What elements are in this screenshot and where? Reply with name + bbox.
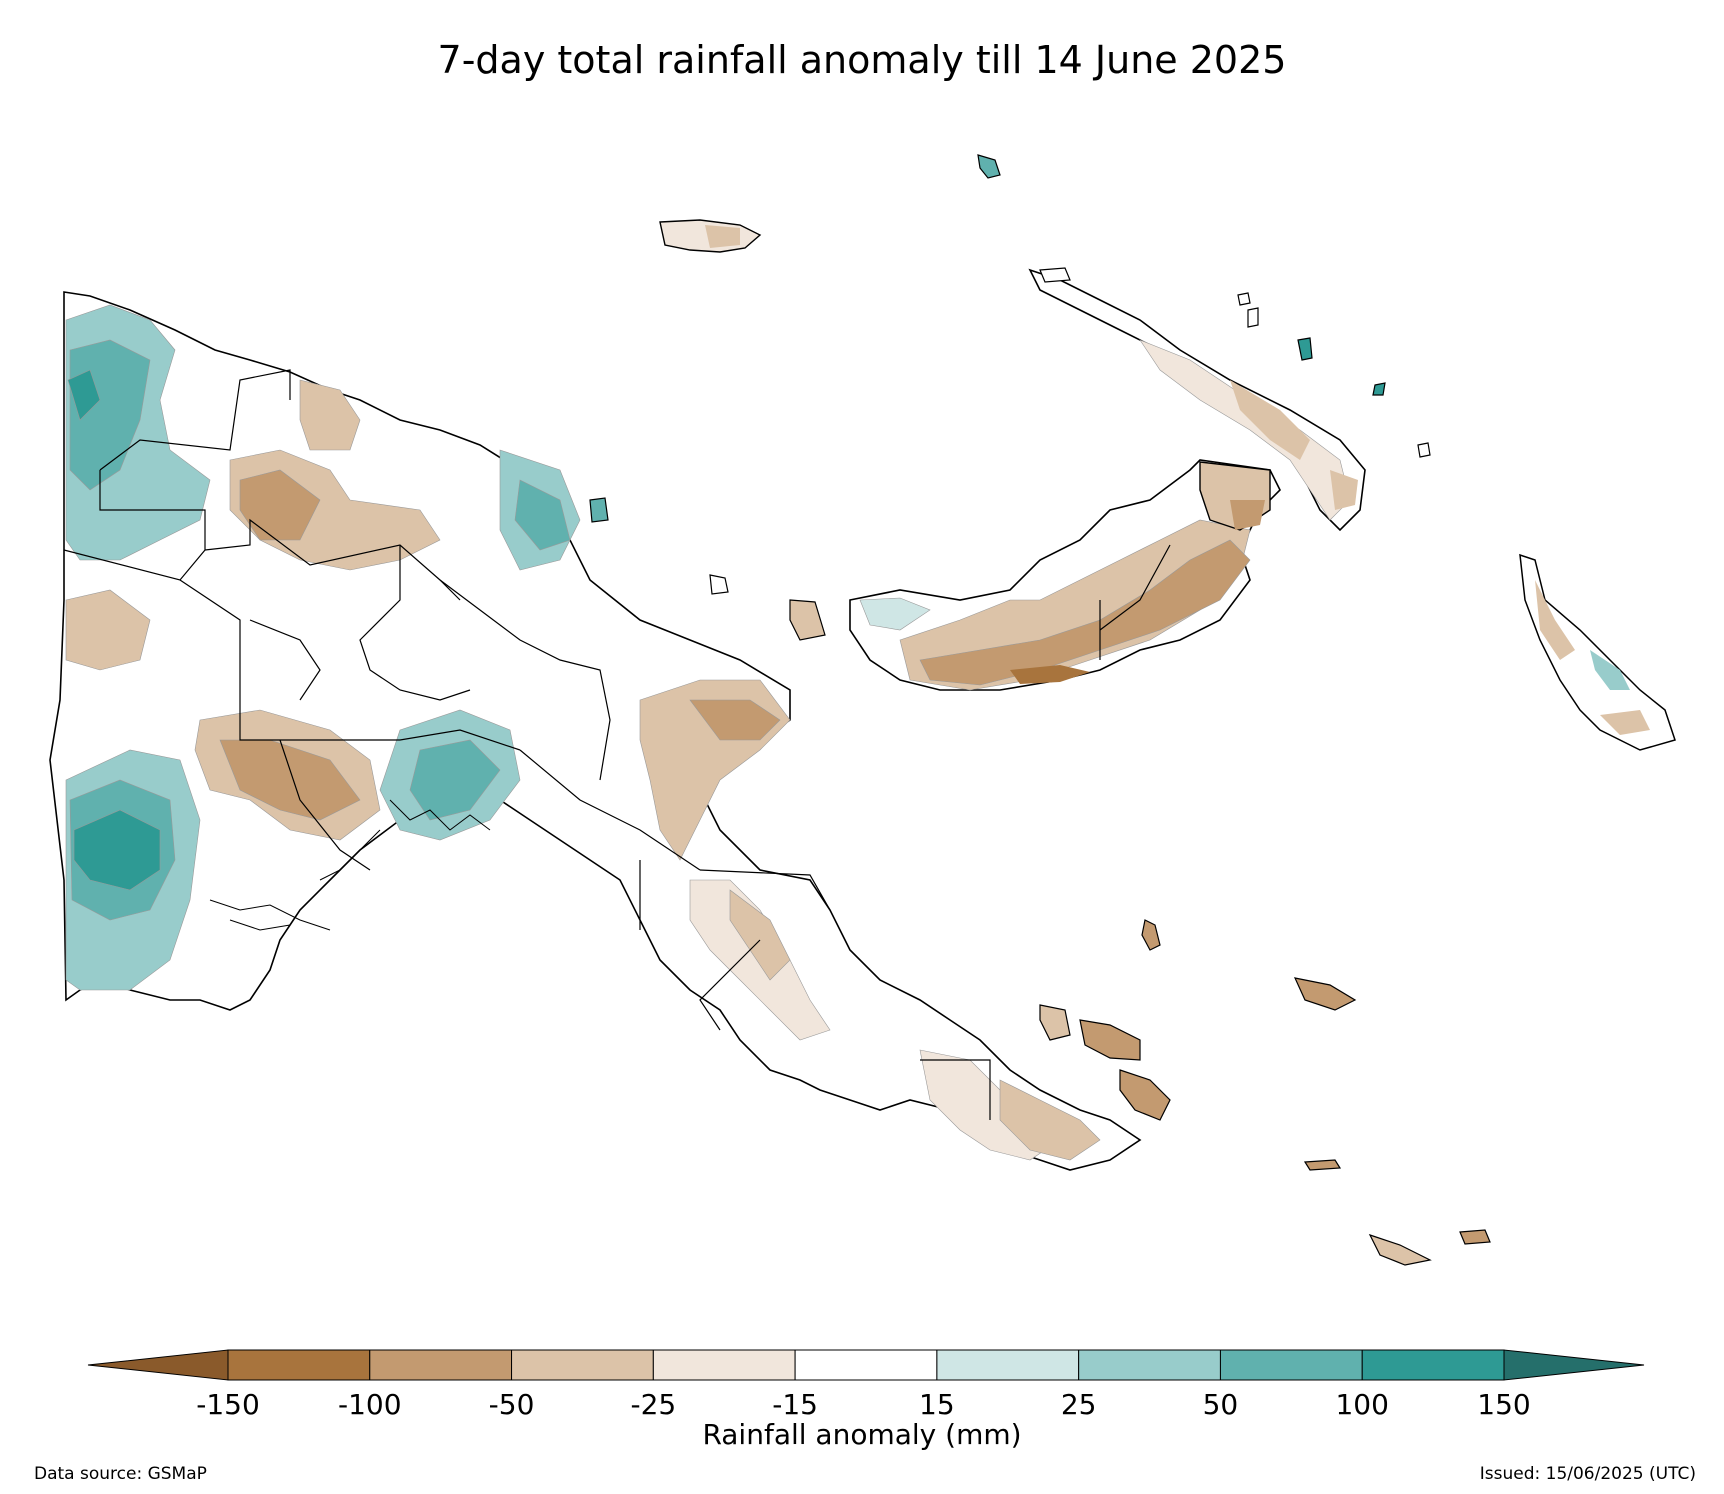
colorbar-bin xyxy=(511,1349,654,1381)
colorbar-tick-label: -150 xyxy=(196,1388,260,1421)
issued-date-note: Issued: 15/06/2025 (UTC) xyxy=(1479,1464,1696,1484)
colorbar-bin xyxy=(794,1349,938,1381)
colorbar-tick-label: 15 xyxy=(919,1388,955,1421)
colorbar-tick-label: 50 xyxy=(1202,1388,1239,1421)
colorbar-tick-label: -15 xyxy=(772,1388,818,1421)
colorbar-label: Rainfall anomaly (mm) xyxy=(702,1418,1022,1451)
colorbar-bins xyxy=(87,1349,1645,1381)
colorbar-bin xyxy=(1219,1349,1363,1381)
new-britain-island xyxy=(849,459,1281,691)
colorbar-bin xyxy=(1361,1349,1505,1381)
colorbar-bin xyxy=(1078,1349,1221,1381)
colorbar-bin xyxy=(936,1349,1080,1381)
mainland-anomaly-shading xyxy=(65,304,1101,1161)
colorbar-tick-label: 150 xyxy=(1477,1388,1531,1421)
colorbar-tick-label: 25 xyxy=(1060,1388,1097,1421)
colorbar-bin xyxy=(652,1349,796,1381)
province-boundaries xyxy=(63,369,991,1120)
colorbar-tick-label: 100 xyxy=(1335,1388,1389,1421)
colorbar-bin xyxy=(227,1349,371,1381)
colorbar-tick-label: -25 xyxy=(630,1388,677,1421)
bougainville-island xyxy=(1519,553,1676,751)
fly-river-delta xyxy=(209,799,491,931)
colorbar-extend-low xyxy=(87,1349,229,1381)
colorbar-tick-label: -50 xyxy=(488,1388,535,1421)
colorbar-extend-high xyxy=(1503,1349,1645,1381)
rainfall-anomaly-map xyxy=(49,154,1676,1266)
colorbar-tick-label: -100 xyxy=(337,1388,402,1421)
data-source-note: Data source: GSMaP xyxy=(34,1464,207,1484)
small-islands xyxy=(589,154,1491,1266)
new-ireland-island xyxy=(1028,268,1366,532)
colorbar-bin xyxy=(369,1349,513,1381)
map-title: 7-day total rainfall anomaly till 14 Jun… xyxy=(437,38,1287,82)
manus-island xyxy=(659,219,762,253)
